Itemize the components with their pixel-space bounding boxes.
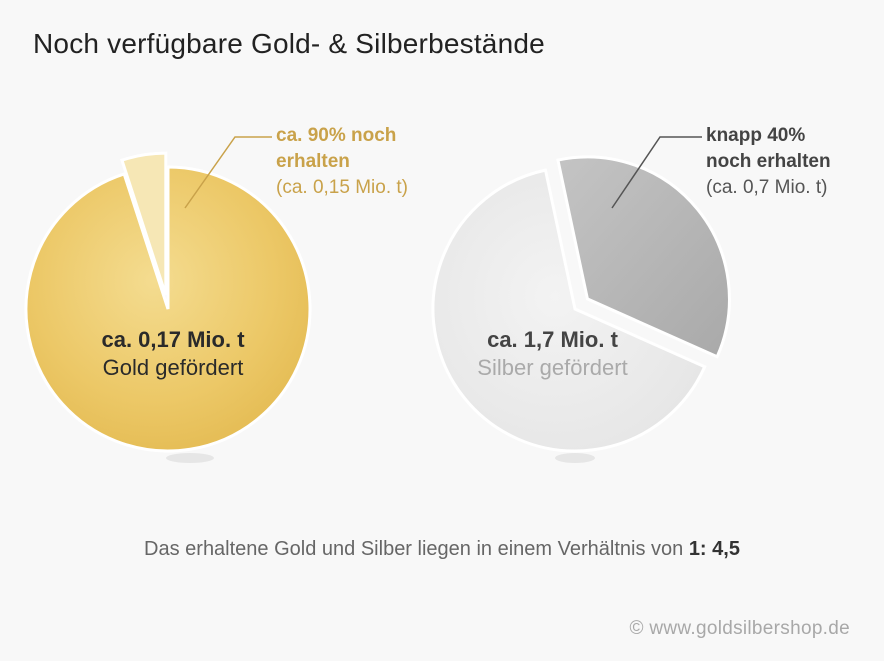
silver-slice-mined bbox=[431, 168, 707, 453]
gold-slice-mined bbox=[24, 165, 312, 453]
chart-title: Noch verfügbare Gold- & Silberbestände bbox=[33, 28, 545, 59]
gold-slice-remaining bbox=[120, 151, 168, 296]
silver-pie-shadow bbox=[555, 453, 595, 463]
silver-callout-line2: noch erhalten bbox=[706, 151, 831, 172]
gold-callout-line2: erhalten bbox=[276, 151, 350, 172]
silver-callout-leader bbox=[611, 136, 702, 209]
gold-callout-line3: (ca. 0,15 Mio. t) bbox=[276, 177, 408, 198]
footer-ratio: 1: 4,5 bbox=[688, 538, 740, 560]
gold-mined-caption: Gold gefördert bbox=[102, 355, 244, 380]
gold-callout-line1: ca. 90% noch bbox=[276, 125, 397, 146]
ratio-footer: Das erhaltene Gold und Silber liegen in … bbox=[0, 538, 884, 561]
silver-pie-label: ca. 1,7 Mio. t Silber gefördert bbox=[460, 326, 645, 382]
gold-pie bbox=[24, 136, 312, 463]
silver-callout-line1: knapp 40% bbox=[706, 125, 806, 146]
gold-callout-leader bbox=[184, 136, 272, 209]
gold-pie-shadow bbox=[166, 453, 214, 463]
gold-callout: ca. 90% noch erhalten (ca. 0,15 Mio. t) bbox=[276, 123, 408, 201]
silver-callout-line3: (ca. 0,7 Mio. t) bbox=[706, 177, 828, 198]
silver-mined-caption: Silber gefördert bbox=[477, 355, 628, 380]
silver-pie bbox=[431, 136, 731, 463]
footer-text: Das erhaltene Gold und Silber liegen in … bbox=[144, 538, 689, 560]
silver-mined-value: ca. 1,7 Mio. t bbox=[487, 327, 618, 352]
copyright: © www.goldsilbershop.de bbox=[629, 618, 850, 639]
gold-mined-value: ca. 0,17 Mio. t bbox=[101, 327, 245, 352]
gold-pie-label: ca. 0,17 Mio. t Gold gefördert bbox=[88, 326, 258, 382]
silver-callout: knapp 40% noch erhalten (ca. 0,7 Mio. t) bbox=[706, 123, 831, 201]
silver-slice-remaining bbox=[556, 155, 731, 359]
